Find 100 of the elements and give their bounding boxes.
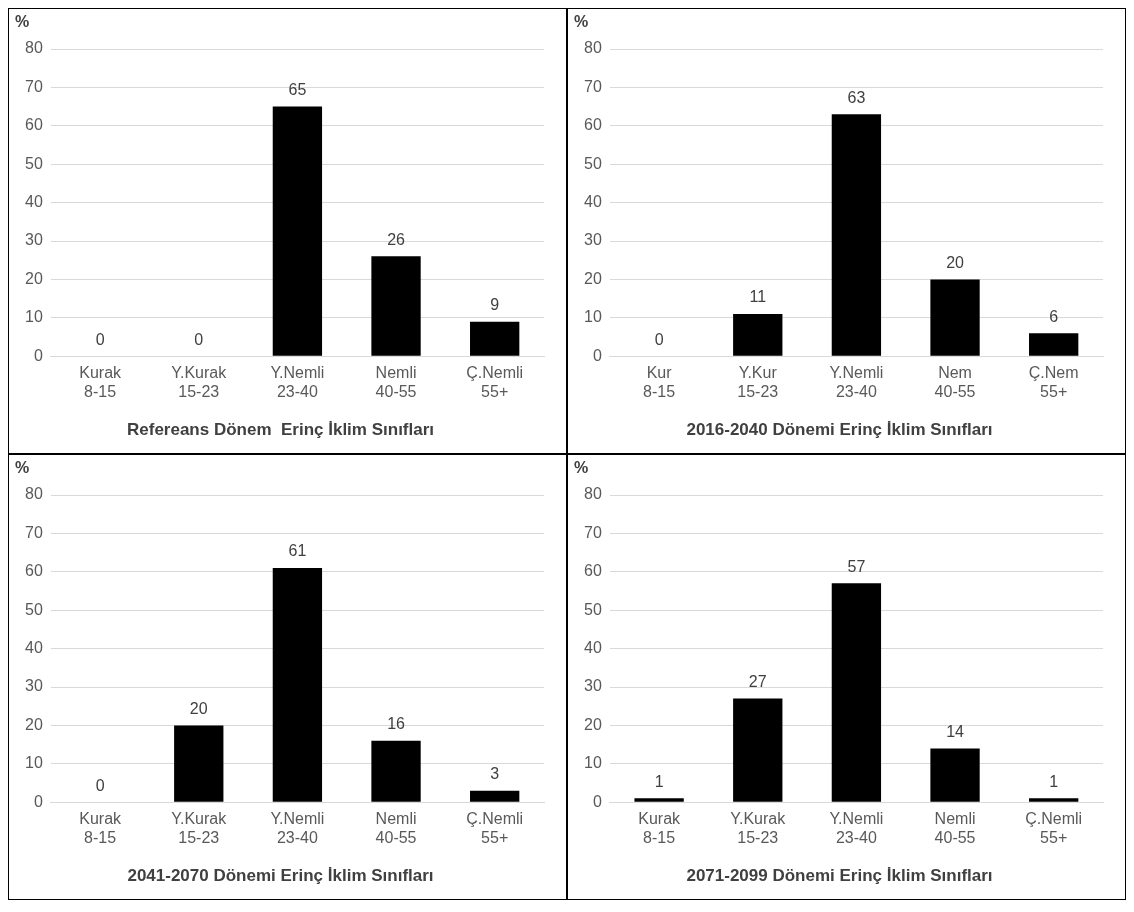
x-tick-label: Y.Kur 15-23 [737, 364, 779, 401]
y-tick-label: 30 [584, 231, 602, 249]
y-tick-label: 60 [25, 562, 43, 580]
bar [470, 321, 520, 356]
data-label: 0 [194, 330, 204, 348]
x-tick-label: Y.Kurak 15-23 [730, 810, 787, 847]
y-tick-label: 40 [584, 193, 602, 211]
x-tick-label: Ç.Nem 55+ [1028, 364, 1079, 401]
x-tick-label: Y.Nemli 23-40 [829, 810, 884, 847]
y-tick-label: 30 [25, 231, 43, 249]
bar [831, 114, 882, 356]
y-tick-label: 30 [25, 677, 43, 695]
bar [733, 313, 783, 356]
x-tick-label: Kurak 8-15 [79, 810, 123, 847]
data-label: 63 [847, 88, 866, 106]
x-tick-label: Y.Kurak 15-23 [171, 810, 228, 847]
y-tick-label: 60 [584, 562, 602, 580]
y-tick-label: 50 [584, 600, 602, 618]
data-label: 65 [288, 81, 307, 99]
text: 2071-2099 Dönemi Erinç İklim Sınıfları [686, 866, 993, 886]
bar [930, 279, 980, 356]
bar [831, 583, 882, 802]
bar [930, 748, 980, 802]
y-tick-label: 50 [584, 154, 602, 172]
data-label: 1 [654, 772, 664, 790]
y-tick-label: 40 [25, 193, 43, 211]
data-label: 57 [847, 557, 866, 575]
y-tick-label: 10 [25, 308, 43, 326]
bar [174, 725, 224, 802]
bar [634, 798, 684, 802]
x-tick-label: Kurak 8-15 [638, 810, 682, 847]
y-tick-label: 0 [33, 346, 43, 364]
data-label: 0 [95, 776, 105, 794]
y-tick-label: 10 [25, 754, 43, 772]
data-label: 0 [95, 330, 105, 348]
y-tick-label: 0 [592, 792, 602, 810]
bar [470, 790, 520, 802]
data-label: 26 [387, 230, 406, 248]
y-tick-label: 70 [25, 77, 43, 95]
y-tick-label: 40 [25, 639, 43, 657]
x-tick-label: Y.Nemli 23-40 [829, 364, 884, 401]
y-tick-label: 20 [584, 269, 602, 287]
y-axis-title: % [15, 459, 30, 477]
y-tick-label: 50 [25, 154, 43, 172]
y-tick-label: 10 [584, 754, 602, 772]
y-tick-label: 80 [25, 485, 43, 503]
data-label: 0 [654, 330, 664, 348]
bar [733, 698, 783, 802]
bar [371, 740, 421, 802]
data-label: 27 [748, 672, 767, 690]
y-tick-label: 70 [584, 77, 602, 95]
bar [272, 106, 323, 356]
y-tick-label: 60 [25, 116, 43, 134]
x-tick-label: Y.Nemli 23-40 [270, 810, 325, 847]
text: Refereans Dönem Erinç İklim Sınıfları [126, 420, 435, 440]
bar [1029, 798, 1079, 802]
data-label: 20 [189, 699, 208, 717]
data-label: 61 [288, 542, 307, 560]
y-tick-label: 60 [584, 116, 602, 134]
bar [371, 256, 421, 356]
y-tick-label: 0 [33, 792, 43, 810]
data-label: 14 [946, 722, 965, 740]
y-tick-label: 80 [584, 485, 602, 503]
data-label: 6 [1049, 307, 1059, 325]
x-tick-label: Ç.Nemli 55+ [466, 364, 524, 401]
y-tick-label: 80 [25, 39, 43, 57]
y-axis-title: % [574, 459, 589, 477]
data-label: 1 [1049, 772, 1059, 790]
y-tick-label: 10 [584, 308, 602, 326]
data-label: 9 [490, 296, 500, 314]
y-axis-title: % [574, 13, 589, 31]
text: 2016-2040 Dönemi Erinç İklim Sınıfları [686, 420, 993, 440]
data-label: 16 [387, 715, 406, 733]
x-tick-label: Kurak 8-15 [79, 364, 123, 401]
x-tick-label: Ç.Nemli 55+ [466, 810, 524, 847]
y-axis-title: % [15, 13, 30, 31]
y-tick-label: 80 [584, 39, 602, 57]
x-tick-label: Nem 40-55 [934, 364, 976, 401]
y-tick-label: 20 [25, 269, 43, 287]
bar [272, 567, 323, 802]
y-tick-label: 20 [584, 715, 602, 733]
y-tick-label: 20 [25, 715, 43, 733]
x-tick-label: Nemli 40-55 [934, 810, 976, 847]
data-label: 20 [946, 253, 965, 271]
data-label: 11 [749, 288, 767, 306]
x-tick-label: Kur 8-15 [643, 364, 676, 401]
x-tick-label: Y.Nemli 23-40 [270, 364, 325, 401]
x-tick-label: Y.Kurak 15-23 [171, 364, 228, 401]
x-tick-label: Ç.Nemli 55+ [1025, 810, 1083, 847]
y-tick-label: 70 [584, 523, 602, 541]
y-tick-label: 0 [592, 346, 602, 364]
y-tick-label: 50 [25, 600, 43, 618]
text: 2041-2070 Dönemi Erinç İklim Sınıfları [127, 866, 434, 886]
x-tick-label: Nemli 40-55 [375, 810, 417, 847]
y-tick-label: 70 [25, 523, 43, 541]
y-tick-label: 30 [584, 677, 602, 695]
x-tick-label: Nemli 40-55 [375, 364, 417, 401]
bar [1029, 333, 1079, 356]
y-tick-label: 40 [584, 639, 602, 657]
data-label: 3 [490, 765, 500, 783]
